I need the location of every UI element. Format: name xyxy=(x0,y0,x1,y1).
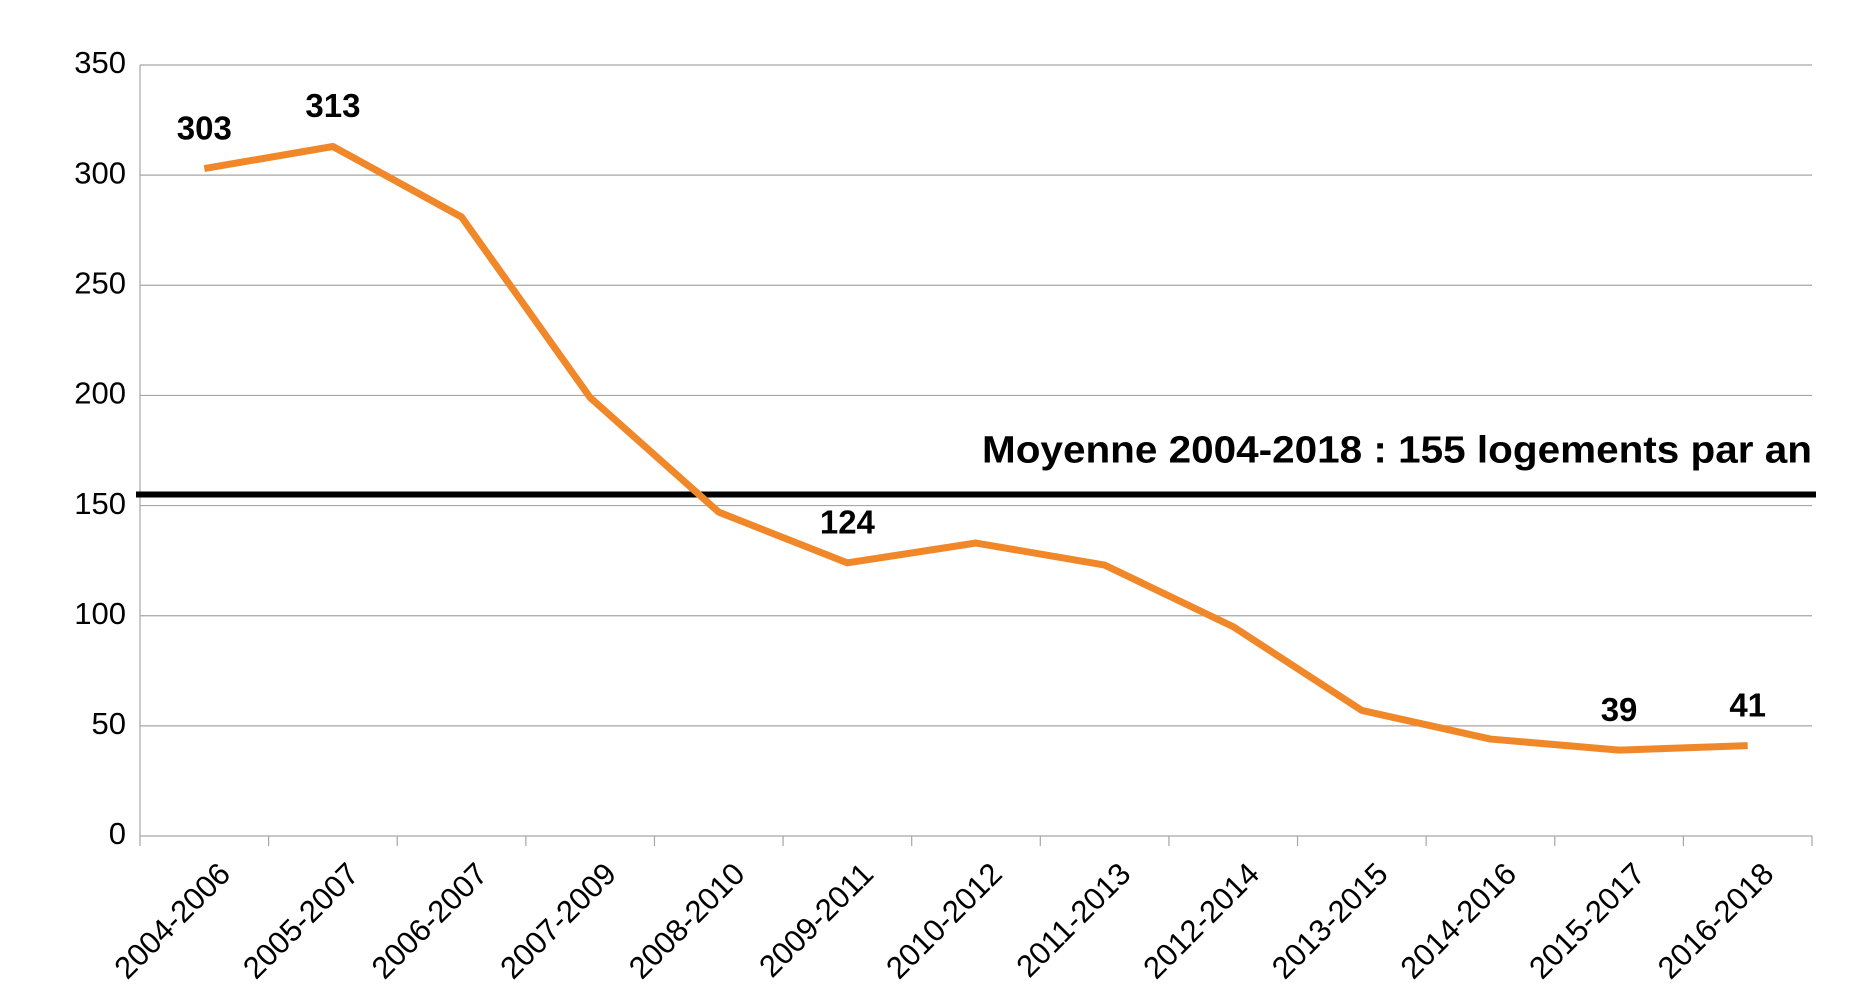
x-tick-label: 2009-2011 xyxy=(752,856,880,984)
y-tick-label: 350 xyxy=(74,45,126,80)
reference-label: Moyenne 2004-2018 : 155 logements par an xyxy=(982,430,1812,472)
line-series xyxy=(203,143,1748,754)
x-tick-label: 2005-2007 xyxy=(236,856,366,986)
data-label: 39 xyxy=(1601,691,1638,728)
data-label: 41 xyxy=(1729,686,1766,723)
x-tick-label: 2004-2006 xyxy=(107,856,237,986)
x-tick-label: 2010-2012 xyxy=(879,856,1009,986)
y-tick-label: 200 xyxy=(74,376,126,411)
x-tick-label: 2013-2015 xyxy=(1265,856,1395,986)
data-label: 313 xyxy=(305,87,360,124)
x-tick-label: 2006-2007 xyxy=(365,856,495,986)
y-tick-label: 250 xyxy=(74,265,126,300)
x-tick-label: 2008-2010 xyxy=(622,856,752,986)
y-tick-label: 150 xyxy=(74,486,126,521)
x-tick-label: 2016-2018 xyxy=(1651,856,1781,986)
y-tick-label: 100 xyxy=(74,596,126,631)
data-label: 124 xyxy=(820,504,876,541)
x-tick-label: 2011-2013 xyxy=(1009,856,1137,984)
x-tick-label: 2007-2009 xyxy=(493,856,623,986)
y-tick-label: 300 xyxy=(74,155,126,190)
x-tick-label: 2014-2016 xyxy=(1394,856,1524,986)
y-tick-label: 50 xyxy=(92,706,126,741)
x-tick-label: 2012-2014 xyxy=(1136,856,1266,986)
x-tick-label: 2015-2017 xyxy=(1522,856,1652,986)
y-tick-label: 0 xyxy=(109,816,126,851)
data-label: 303 xyxy=(177,109,232,146)
